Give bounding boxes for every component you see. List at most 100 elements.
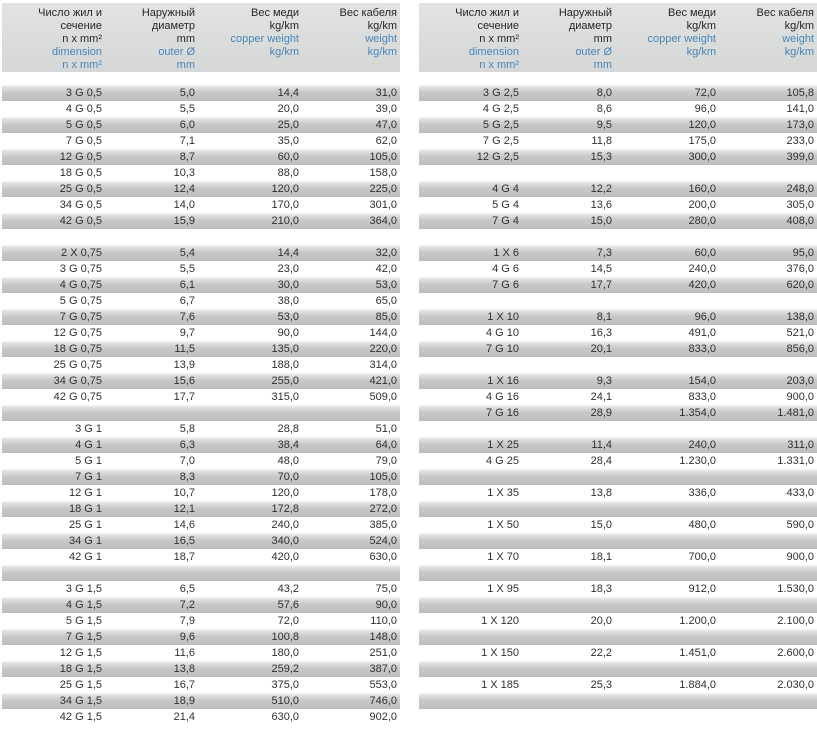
cell-dimension: 25 G 0,75 — [53, 359, 102, 371]
table-row: 1 X 10 8,1 96,0 138,0 — [419, 309, 817, 325]
cell-dimension: 2 X 0,75 — [61, 247, 102, 259]
cell-cable-weight: 220,0 — [369, 343, 397, 355]
table-body: 3 G 2,5 8,0 72,0 105,8 4 G 2,5 8,6 96,0 141,0 5 … — [419, 85, 817, 725]
cell-outer-diameter: 18,1 — [590, 551, 612, 563]
table-row: 7 G 0,5 7,1 35,0 62,0 — [2, 133, 400, 149]
header-label: Число жил и — [38, 7, 102, 19]
cell-copper-weight: 170,0 — [271, 199, 299, 211]
separator-row — [419, 229, 817, 245]
separator-row — [419, 597, 817, 613]
table-row: 12 G 0,75 9,7 90,0 144,0 — [2, 325, 400, 341]
table-row: 4 G 0,75 6,1 30,0 53,0 — [2, 277, 400, 293]
cell-outer-diameter: 11,4 — [591, 439, 612, 451]
cell-copper-weight: 14,4 — [277, 87, 299, 99]
cell-copper-weight: 154,0 — [688, 375, 716, 387]
header-label-translation: outer Ø — [158, 46, 195, 58]
header-label-translation: outer Ø — [575, 46, 612, 58]
table-row: 12 G 1 10,7 120,0 178,0 — [2, 485, 400, 501]
cell-cable-weight: 105,8 — [786, 87, 814, 99]
cell-copper-weight: 160,0 — [688, 183, 716, 195]
cell-copper-weight: 630,0 — [271, 711, 299, 723]
table-row: 18 G 0,5 10,3 88,0 158,0 — [2, 165, 400, 181]
cell-outer-diameter: 7,3 — [596, 247, 612, 259]
separator-row — [419, 629, 817, 645]
cell-dimension: 34 G 1,5 — [59, 695, 102, 707]
table-row: 25 G 1,5 16,7 375,0 553,0 — [2, 677, 400, 693]
cell-dimension: 4 G 25 — [485, 455, 519, 467]
header-label-translation: n x mm² — [479, 59, 519, 71]
cell-cable-weight: 141,0 — [786, 103, 814, 115]
cell-copper-weight: 100,8 — [271, 631, 299, 643]
cell-dimension: 7 G 2,5 — [482, 135, 519, 147]
cell-copper-weight: 120,0 — [271, 183, 299, 195]
cell-cable-weight: 590,0 — [786, 519, 814, 531]
cell-cable-weight: 1.481,0 — [777, 407, 814, 419]
cell-dimension: 1 X 50 — [487, 519, 519, 531]
header-label-translation: kg/km — [269, 46, 299, 58]
separator-row — [419, 709, 817, 725]
cell-outer-diameter: 24,1 — [590, 391, 612, 403]
cell-dimension: 25 G 0,5 — [59, 183, 102, 195]
cell-dimension: 4 G 6 — [492, 263, 519, 275]
header-col-cable-weight: Вес кабеля kg/km weight kg/km — [299, 7, 398, 72]
cell-outer-diameter: 15,0 — [590, 519, 612, 531]
cell-dimension: 25 G 1,5 — [59, 679, 102, 691]
table-row: 7 G 0,75 7,6 53,0 85,0 — [2, 309, 400, 325]
table-row: 18 G 0,75 11,5 135,0 220,0 — [2, 341, 400, 357]
table-row: 4 G 4 12,2 160,0 248,0 — [419, 181, 817, 197]
cell-cable-weight: 521,0 — [786, 327, 814, 339]
header-label-translation: mm — [176, 59, 195, 71]
header-label-translation: kg/km — [367, 46, 397, 58]
cell-dimension: 7 G 0,5 — [65, 135, 102, 147]
cell-copper-weight: 1.200,0 — [679, 615, 716, 627]
table-row: 1 X 50 15,0 480,0 590,0 — [419, 517, 817, 533]
cell-outer-diameter: 5,4 — [179, 247, 195, 259]
cell-cable-weight: 225,0 — [369, 183, 397, 195]
table-row: 4 G 1,5 7,2 57,6 90,0 — [2, 597, 400, 613]
cell-dimension: 5 G 2,5 — [482, 119, 519, 131]
cell-copper-weight: 240,0 — [688, 439, 716, 451]
cell-cable-weight: 301,0 — [369, 199, 397, 211]
table-row: 34 G 0,75 15,6 255,0 421,0 — [2, 373, 400, 389]
cell-cable-weight: 39,0 — [375, 103, 397, 115]
cell-dimension: 34 G 1 — [68, 535, 102, 547]
cell-dimension: 4 G 2,5 — [482, 103, 519, 115]
cell-copper-weight: 48,0 — [277, 455, 299, 467]
cell-outer-diameter: 13,9 — [173, 359, 195, 371]
cell-outer-diameter: 7,2 — [179, 599, 195, 611]
cell-copper-weight: 1.230,0 — [679, 455, 716, 467]
cell-copper-weight: 280,0 — [688, 215, 716, 227]
separator-row — [419, 165, 817, 181]
table-row: 1 X 95 18,3 912,0 1.530,0 — [419, 581, 817, 597]
cell-outer-diameter: 13,8 — [590, 487, 612, 499]
cell-copper-weight: 1.354,0 — [679, 407, 716, 419]
header-label-translation: kg/km — [784, 46, 814, 58]
cell-cable-weight: 2.600,0 — [777, 647, 814, 659]
cell-outer-diameter: 14,0 — [173, 199, 195, 211]
cell-outer-diameter: 17,7 — [590, 279, 612, 291]
table-row: 5 G 1,5 7,9 72,0 110,0 — [2, 613, 400, 629]
cell-dimension: 42 G 0,75 — [53, 391, 102, 403]
cell-cable-weight: 251,0 — [369, 647, 397, 659]
cell-dimension: 7 G 4 — [492, 215, 519, 227]
table-row: 4 G 10 16,3 491,0 521,0 — [419, 325, 817, 341]
cell-cable-weight: 314,0 — [369, 359, 397, 371]
cell-cable-weight: 364,0 — [369, 215, 397, 227]
cell-copper-weight: 210,0 — [271, 215, 299, 227]
header-label-translation: dimension — [51, 46, 102, 58]
cell-outer-diameter: 14,5 — [590, 263, 612, 275]
table-row: 7 G 1,5 9,6 100,8 148,0 — [2, 629, 400, 645]
cell-cable-weight: 75,0 — [375, 583, 397, 595]
cell-copper-weight: 240,0 — [688, 263, 716, 275]
cell-copper-weight: 833,0 — [688, 391, 716, 403]
table-row: 4 G 16 24,1 833,0 900,0 — [419, 389, 817, 405]
cell-copper-weight: 375,0 — [271, 679, 299, 691]
table-row: 3 G 1 5,8 28,8 51,0 — [2, 421, 400, 437]
header-label: диаметр — [568, 20, 612, 32]
cell-outer-diameter: 28,9 — [590, 407, 612, 419]
cell-copper-weight: 510,0 — [271, 695, 299, 707]
cell-dimension: 42 G 1 — [68, 551, 102, 563]
cell-dimension: 7 G 0,75 — [59, 311, 102, 323]
cell-outer-diameter: 7,1 — [179, 135, 195, 147]
